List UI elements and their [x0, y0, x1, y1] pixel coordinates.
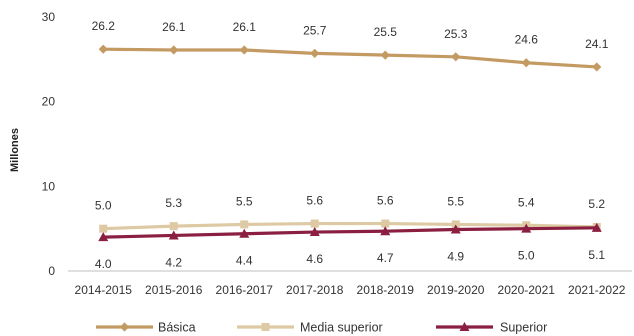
- data-point-media-superior: [99, 224, 108, 233]
- data-label-superior: 4.6: [306, 252, 323, 266]
- series-line-superior: [101, 226, 599, 239]
- data-point-superior: [450, 224, 461, 234]
- data-point-media-superior: [240, 220, 249, 229]
- data-label-basica: 25.7: [303, 23, 327, 37]
- data-point-media-superior: [310, 219, 319, 228]
- data-label-media-superior: 5.2: [588, 197, 605, 211]
- data-point-superior: [521, 223, 532, 233]
- legend-marker-superior: [459, 322, 470, 331]
- data-label-basica: 26.1: [162, 20, 186, 34]
- data-point-superior: [239, 228, 250, 238]
- x-tick-label: 2021-2022: [568, 283, 626, 297]
- x-tick-label: 2019-2020: [427, 283, 485, 297]
- data-point-basica: [239, 45, 249, 55]
- data-label-superior: 4.9: [447, 250, 464, 264]
- data-label-media-superior: 5.5: [447, 194, 464, 208]
- data-point-superior: [168, 230, 179, 240]
- series-superior: [98, 222, 602, 242]
- legend-marker-basica: [119, 322, 130, 332]
- data-label-media-superior: 5.4: [518, 195, 535, 209]
- data-label-basica: 24.1: [585, 37, 609, 51]
- data-label-media-superior: 5.6: [377, 194, 394, 208]
- data-label-superior: 4.7: [377, 251, 394, 265]
- x-tick-label: 2018-2019: [357, 283, 415, 297]
- legend-label-basica: Básica: [158, 321, 196, 335]
- data-point-basica: [451, 52, 461, 62]
- y-tick-label: 30: [42, 10, 56, 24]
- y-tick-label: 20: [42, 95, 56, 109]
- x-tick-label: 2017-2018: [286, 283, 344, 297]
- data-point-basica: [310, 48, 320, 59]
- data-label-media-superior: 5.5: [236, 194, 253, 208]
- data-label-media-superior: 5.3: [165, 196, 182, 210]
- x-tick-label: 2020-2021: [498, 283, 556, 297]
- axes: 0 10 20 30 2014-2015 2015-2016 2016-2017 2017-2…: [42, 10, 632, 297]
- data-label-superior: 4.4: [236, 254, 253, 268]
- data-point-basica: [521, 58, 531, 68]
- data-label-superior: 5.0: [518, 249, 535, 263]
- data-label-basica: 25.3: [444, 27, 468, 41]
- data-point-media-superior: [451, 220, 460, 229]
- x-tick-label: 2015-2016: [145, 283, 203, 297]
- legend: Básica Media superior Superior: [96, 321, 547, 335]
- legend-item-media-superior: Media superior: [237, 321, 383, 335]
- y-tick-label: 10: [42, 179, 56, 193]
- data-point-superior: [98, 232, 109, 242]
- legend-label-media-superior: Media superior: [300, 321, 383, 335]
- data-label-basica: 26.1: [233, 20, 257, 34]
- data-point-superior: [309, 227, 320, 237]
- series-basica: [98, 44, 602, 72]
- legend-marker-media-superior: [261, 323, 270, 331]
- data-label-media-superior: 5.0: [95, 199, 112, 213]
- data-point-basica: [592, 62, 602, 72]
- data-label-basica: 24.6: [515, 33, 539, 47]
- y-axis-label: Millones: [9, 128, 21, 172]
- data-label-superior: 4.0: [95, 257, 112, 271]
- series-line-media-superior: [101, 221, 599, 231]
- data-labels: 26.2 26.1 26.1 25.7 25.5 25.3 24.6 24.1 5.0 5.3 5.…: [92, 19, 609, 271]
- data-point-media-superior: [381, 219, 390, 228]
- data-point-basica: [169, 45, 179, 55]
- data-point-basica: [98, 44, 108, 54]
- legend-item-basica: Básica: [96, 321, 196, 335]
- data-label-media-superior: 5.6: [306, 194, 323, 208]
- data-point-basica: [380, 50, 390, 60]
- data-label-basica: 25.5: [374, 25, 398, 39]
- series-line-basica: [101, 47, 599, 69]
- legend-label-superior: Superior: [500, 321, 547, 335]
- data-point-superior: [380, 226, 391, 236]
- data-label-superior: 5.1: [588, 248, 605, 262]
- data-point-media-superior: [169, 222, 178, 231]
- legend-item-superior: Superior: [436, 321, 547, 335]
- x-tick-label: 2016-2017: [216, 283, 274, 297]
- series-lines: [98, 44, 602, 242]
- data-point-superior: [591, 222, 602, 232]
- data-label-superior: 4.2: [165, 255, 182, 269]
- y-tick-label: 0: [48, 264, 55, 278]
- data-label-basica: 26.2: [92, 19, 116, 33]
- x-tick-label: 2014-2015: [75, 283, 133, 297]
